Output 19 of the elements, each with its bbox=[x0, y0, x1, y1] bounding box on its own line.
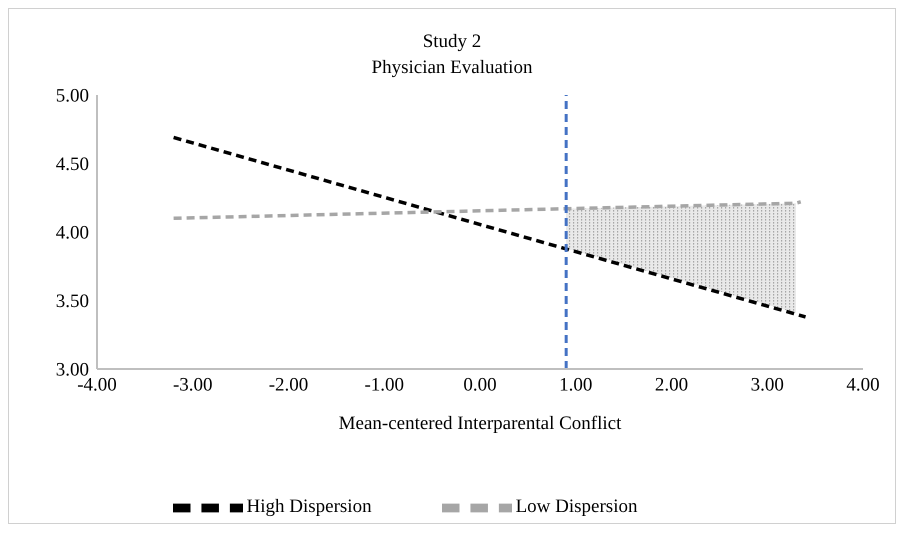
x-tick-label: -2.00 bbox=[268, 374, 308, 396]
x-tick-label: 0.00 bbox=[463, 374, 497, 396]
chart-subtitle: Physician Evaluation bbox=[370, 56, 534, 80]
x-tick-label: -1.00 bbox=[364, 374, 404, 396]
y-tick-label: 3.50 bbox=[56, 291, 89, 312]
x-tick-label: 1.00 bbox=[559, 374, 592, 396]
y-tick-label: 3.00 bbox=[56, 360, 89, 381]
line-series bbox=[172, 200, 803, 220]
y-tick-label: 4.00 bbox=[56, 222, 89, 244]
x-tick-label: 2.00 bbox=[654, 374, 688, 396]
legend-label: High Dispersion bbox=[246, 496, 372, 518]
x-tick-label: 3.00 bbox=[750, 374, 784, 396]
y-tick-label: 4.50 bbox=[56, 154, 89, 176]
x-tick-label: 4.00 bbox=[846, 374, 880, 396]
y-tick-label: 5.00 bbox=[56, 86, 89, 107]
x-axis-title: Mean-centered Interparental Conflict bbox=[338, 413, 622, 434]
x-tick-label: -3.00 bbox=[172, 374, 213, 396]
chart-title: Study 2 bbox=[422, 30, 482, 54]
legend-label: Low Dispersion bbox=[516, 496, 638, 518]
